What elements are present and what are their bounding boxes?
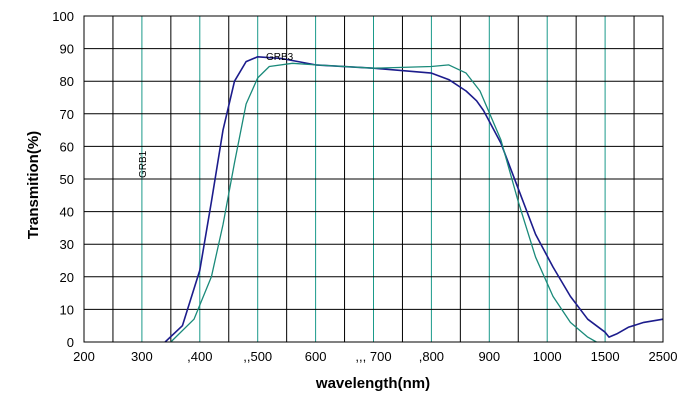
y-tick-label: 90 (60, 42, 74, 57)
series-line-grb3 (170, 62, 597, 343)
chart-grid (84, 16, 663, 342)
y-tick-label: 70 (60, 107, 74, 122)
x-tick-label: 200 (73, 349, 95, 364)
series-label-grb3: GRB3 (266, 52, 294, 63)
x-tick-label: 900 (478, 349, 500, 364)
y-tick-label: 100 (52, 9, 74, 24)
y-tick-label: 20 (60, 270, 74, 285)
x-tick-label: 1000 (533, 349, 562, 364)
y-tick-label: 60 (60, 139, 74, 154)
x-tick-labels: 200 300 ,400 ,,500 600 ,,, 700 ,800 900 1000 1500… (73, 349, 677, 364)
series-layer (164, 56, 664, 343)
x-tick-label: ,,, 700 (355, 349, 391, 364)
y-tick-label: 80 (60, 74, 74, 89)
y-axis-title: Transmition(%) (25, 131, 42, 239)
x-axis-title: wavelength(nm) (315, 375, 430, 392)
x-tick-label: 600 (305, 349, 327, 364)
x-tick-label: 2500 (649, 349, 678, 364)
x-tick-label: 300 (131, 349, 153, 364)
series-line-grb1 (164, 56, 664, 343)
x-tick-label: ,800 (419, 349, 444, 364)
x-tick-label: 1500 (591, 349, 620, 364)
series-label-grb1: GRB1 (138, 150, 149, 178)
plot-frame (83, 15, 664, 343)
y-tick-label: 40 (60, 205, 74, 220)
y-tick-label: 10 (60, 302, 74, 317)
y-tick-label: 0 (67, 335, 74, 350)
x-tick-label: ,400 (187, 349, 212, 364)
x-tick-label: ,,500 (243, 349, 272, 364)
y-tick-labels: 0 10 20 30 40 50 60 70 80 90 100 (52, 9, 74, 350)
y-tick-label: 30 (60, 237, 74, 252)
y-tick-label: 50 (60, 172, 74, 187)
